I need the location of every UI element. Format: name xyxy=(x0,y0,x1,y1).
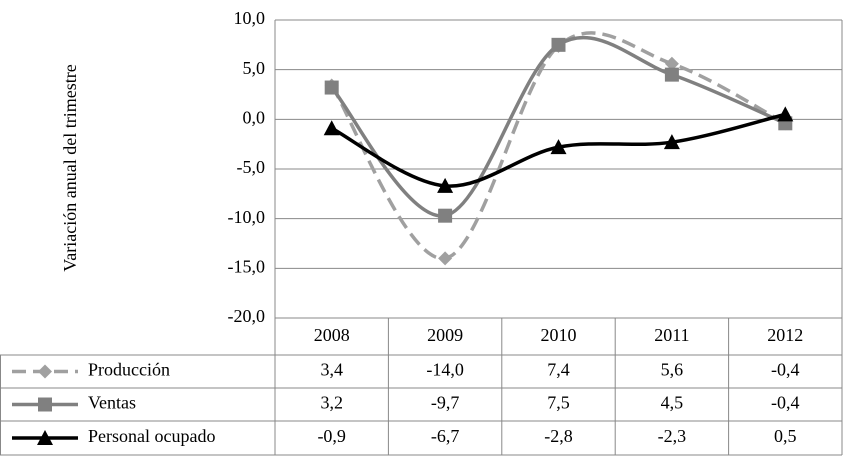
x-tick-label: 2012 xyxy=(767,325,803,345)
marker xyxy=(550,139,567,155)
marker xyxy=(438,208,453,223)
y-tick-label: 10,0 xyxy=(234,8,266,28)
marker xyxy=(777,106,794,122)
marker xyxy=(438,251,453,266)
marker xyxy=(324,80,339,95)
y-tick-label: -10,0 xyxy=(228,207,266,227)
marker xyxy=(664,56,679,71)
marker xyxy=(664,67,679,82)
table-cell: -0,4 xyxy=(771,393,800,413)
table-cell: -0,9 xyxy=(317,426,346,446)
marker xyxy=(437,177,454,193)
marker xyxy=(663,134,680,150)
legend-label: Producción xyxy=(88,360,170,380)
table-cell: 5,6 xyxy=(661,360,684,380)
table-cell: 4,5 xyxy=(661,393,684,413)
table-cell: 0,5 xyxy=(774,426,797,446)
y-tick-label: -15,0 xyxy=(228,256,266,276)
y-axis-label: Variación anual del trimestre xyxy=(60,64,80,271)
marker xyxy=(551,37,566,52)
x-tick-label: 2010 xyxy=(541,325,577,345)
marker xyxy=(37,430,53,445)
legend-label: Personal ocupado xyxy=(88,426,215,446)
table-cell: -6,7 xyxy=(431,426,460,446)
marker xyxy=(38,397,52,412)
y-tick-label: 0,0 xyxy=(243,107,266,127)
table-cell: -0,4 xyxy=(771,360,800,380)
marker xyxy=(38,364,52,379)
x-tick-label: 2011 xyxy=(654,325,689,345)
x-tick-label: 2008 xyxy=(314,325,350,345)
table-cell: 3,2 xyxy=(320,393,343,413)
series-line xyxy=(330,35,786,218)
table-cell: -9,7 xyxy=(431,393,460,413)
table-cell: -2,3 xyxy=(658,426,687,446)
table-cell: 7,4 xyxy=(547,360,570,380)
table-cell: -14,0 xyxy=(426,360,464,380)
y-tick-label: -20,0 xyxy=(228,306,266,326)
table-cell: 3,4 xyxy=(320,360,343,380)
table-cell: 7,5 xyxy=(547,393,570,413)
y-tick-label: 5,0 xyxy=(243,58,266,78)
table-cell: -2,8 xyxy=(544,426,573,446)
y-tick-label: -5,0 xyxy=(237,157,266,177)
legend-label: Ventas xyxy=(88,393,136,413)
x-tick-label: 2009 xyxy=(427,325,463,345)
marker xyxy=(323,120,340,136)
